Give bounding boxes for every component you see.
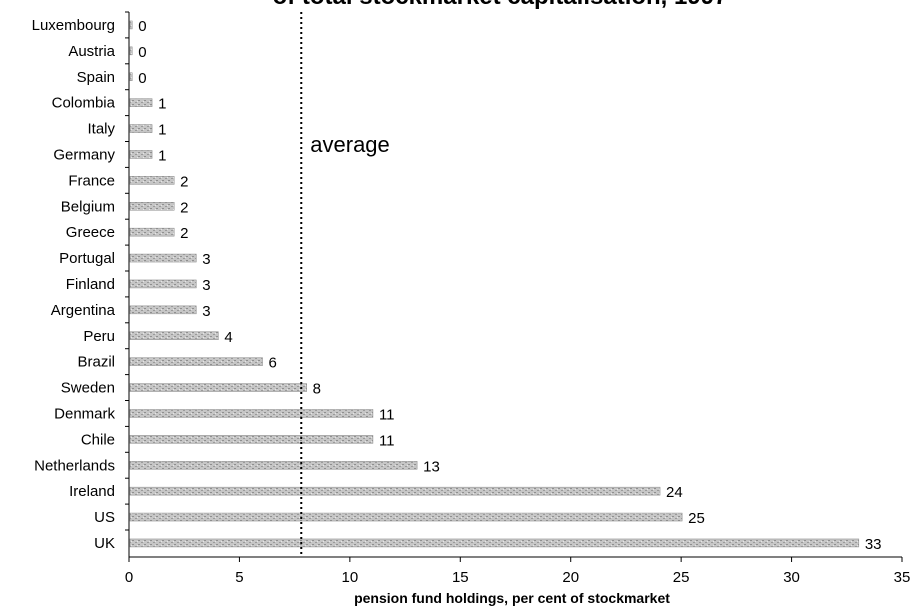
category-label: Germany [53, 146, 115, 163]
data-label: 6 [269, 355, 277, 372]
category-label: Austria [68, 43, 115, 60]
category-label: Belgium [61, 198, 115, 215]
bar [129, 305, 197, 315]
category-label: US [94, 509, 115, 526]
data-label: 33 [865, 536, 882, 553]
bar [129, 98, 153, 107]
category-label: Greece [66, 224, 115, 241]
bar [129, 46, 133, 56]
data-label: 13 [423, 458, 440, 475]
data-label: 2 [180, 199, 188, 216]
category-label: Netherlands [34, 457, 115, 474]
bar [129, 357, 263, 366]
chart-title: of total stockmarket capitalisation, 199… [273, 0, 728, 10]
x-tick-label: 15 [452, 569, 469, 586]
category-label: Italy [87, 121, 115, 138]
data-label: 3 [202, 277, 210, 294]
data-label: 11 [379, 432, 395, 449]
data-label: 11 [379, 406, 395, 423]
bar [129, 227, 175, 237]
category-label: Sweden [61, 380, 115, 397]
bar [129, 124, 153, 133]
data-label: 24 [666, 484, 683, 501]
bar [129, 253, 197, 263]
data-label: 1 [158, 96, 166, 113]
data-label: 25 [688, 510, 705, 527]
category-label: Portugal [59, 250, 115, 267]
bar [129, 202, 175, 211]
bar [129, 331, 219, 340]
category-label: Brazil [77, 354, 115, 371]
bar [129, 538, 860, 548]
x-tick-label: 10 [342, 569, 359, 586]
bar [129, 512, 683, 522]
bar [129, 486, 661, 496]
bar [129, 461, 418, 470]
category-label: France [68, 172, 115, 189]
category-label: UK [94, 535, 115, 552]
bar [129, 20, 133, 30]
data-label: 3 [202, 303, 210, 320]
data-label: 8 [313, 381, 321, 398]
x-tick-label: 25 [673, 569, 690, 586]
bar [129, 279, 197, 289]
x-tick-label: 5 [235, 569, 243, 586]
data-label: 0 [138, 18, 146, 35]
bar [129, 150, 153, 159]
data-label: 1 [158, 122, 166, 139]
category-label: Luxembourg [32, 17, 115, 34]
bar [129, 176, 175, 185]
category-label: Colombia [52, 95, 116, 112]
data-label: 1 [158, 147, 166, 164]
bar [129, 409, 374, 418]
x-tick-label: 35 [894, 569, 911, 586]
x-tick-label: 30 [783, 569, 800, 586]
bar [129, 72, 133, 81]
bar [129, 435, 374, 444]
category-label: Chile [81, 431, 115, 448]
x-tick-label: 0 [125, 569, 133, 586]
category-label: Peru [83, 328, 115, 345]
data-label: 2 [180, 173, 188, 190]
category-label: Finland [66, 276, 115, 293]
x-axis-title: pension fund holdings, per cent of stock… [354, 590, 670, 606]
data-label: 4 [224, 329, 232, 346]
x-tick-label: 20 [562, 569, 579, 586]
plot-area: Luxembourg 0 Austria 0 Spain 0 Colombia 1 Italy 1… [32, 11, 911, 586]
data-label: 2 [180, 225, 188, 242]
data-label: 0 [138, 70, 146, 87]
category-label: Spain [77, 69, 115, 86]
category-label: Argentina [51, 302, 116, 319]
data-label: 3 [202, 251, 210, 268]
category-label: Denmark [54, 405, 115, 422]
average-label: average [310, 132, 390, 157]
data-label: 0 [138, 44, 146, 61]
bar [129, 383, 307, 392]
category-label: Ireland [69, 483, 115, 500]
